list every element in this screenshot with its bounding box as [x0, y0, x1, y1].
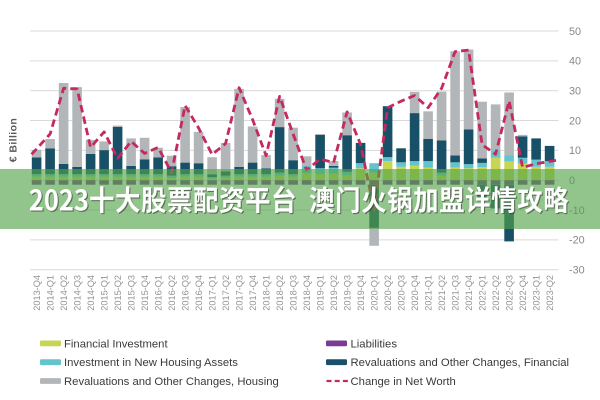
- svg-text:2015-Q1: 2015-Q1: [100, 275, 110, 311]
- svg-text:2014-Q2: 2014-Q2: [59, 275, 69, 311]
- svg-text:Change in Net Worth: Change in Net Worth: [351, 376, 456, 388]
- svg-text:Investment in New Housing Asse: Investment in New Housing Assets: [64, 357, 238, 369]
- svg-text:-30: -30: [569, 265, 585, 277]
- svg-text:2016-Q1: 2016-Q1: [154, 275, 164, 311]
- svg-text:2015-Q2: 2015-Q2: [113, 275, 123, 311]
- svg-text:2018-Q3: 2018-Q3: [289, 275, 299, 311]
- svg-text:2020-Q3: 2020-Q3: [397, 275, 407, 311]
- svg-text:2014-Q3: 2014-Q3: [73, 275, 83, 311]
- svg-text:40: 40: [569, 56, 581, 68]
- svg-text:2017-Q3: 2017-Q3: [235, 275, 245, 311]
- svg-text:2020-Q1: 2020-Q1: [370, 275, 380, 311]
- svg-text:Liabilities: Liabilities: [351, 338, 398, 350]
- svg-text:2017-Q2: 2017-Q2: [221, 275, 231, 311]
- svg-text:2017-Q4: 2017-Q4: [248, 275, 258, 311]
- svg-text:2014-Q4: 2014-Q4: [86, 275, 96, 311]
- svg-text:2016-Q2: 2016-Q2: [167, 275, 177, 311]
- svg-text:2015-Q4: 2015-Q4: [140, 275, 150, 311]
- svg-text:2021-Q1: 2021-Q1: [424, 275, 434, 311]
- svg-text:2018-Q2: 2018-Q2: [275, 275, 285, 311]
- svg-text:2023-Q1: 2023-Q1: [532, 275, 542, 311]
- svg-text:2015-Q3: 2015-Q3: [127, 275, 137, 311]
- svg-text:2018-Q4: 2018-Q4: [302, 275, 312, 311]
- svg-text:2022-Q1: 2022-Q1: [478, 275, 488, 311]
- svg-text:Financial Investment: Financial Investment: [64, 338, 168, 350]
- svg-text:2020-Q4: 2020-Q4: [410, 275, 420, 311]
- svg-text:2013-Q4: 2013-Q4: [32, 275, 42, 311]
- svg-text:10: 10: [569, 145, 581, 157]
- svg-text:2021-Q2: 2021-Q2: [437, 275, 447, 311]
- svg-text:2022-Q3: 2022-Q3: [505, 275, 515, 311]
- svg-text:2021-Q3: 2021-Q3: [451, 275, 461, 311]
- svg-text:2016-Q4: 2016-Q4: [194, 275, 204, 311]
- svg-text:2020-Q2: 2020-Q2: [383, 275, 393, 311]
- svg-text:Revaluations and Other Changes: Revaluations and Other Changes, Housing: [64, 376, 279, 388]
- svg-text:2022-Q4: 2022-Q4: [518, 275, 528, 311]
- svg-text:2022-Q2: 2022-Q2: [491, 275, 501, 311]
- svg-text:2023-Q2: 2023-Q2: [545, 275, 555, 311]
- svg-text:2019-Q4: 2019-Q4: [356, 275, 366, 311]
- svg-text:2017-Q1: 2017-Q1: [208, 275, 218, 311]
- svg-text:2019-Q1: 2019-Q1: [316, 275, 326, 311]
- svg-text:30: 30: [569, 86, 581, 98]
- svg-text:50: 50: [569, 26, 581, 38]
- svg-text:2016-Q3: 2016-Q3: [181, 275, 191, 311]
- svg-text:Revaluations and Other Changes: Revaluations and Other Changes, Financia…: [351, 357, 570, 369]
- svg-text:-20: -20: [569, 235, 585, 247]
- svg-text:2014-Q1: 2014-Q1: [46, 275, 56, 311]
- svg-text:2018-Q1: 2018-Q1: [262, 275, 272, 311]
- svg-text:20: 20: [569, 115, 581, 127]
- svg-text:2019-Q2: 2019-Q2: [329, 275, 339, 311]
- svg-text:2021-Q4: 2021-Q4: [464, 275, 474, 311]
- svg-text:2019-Q3: 2019-Q3: [343, 275, 353, 311]
- svg-text:€ Billion: € Billion: [8, 118, 20, 162]
